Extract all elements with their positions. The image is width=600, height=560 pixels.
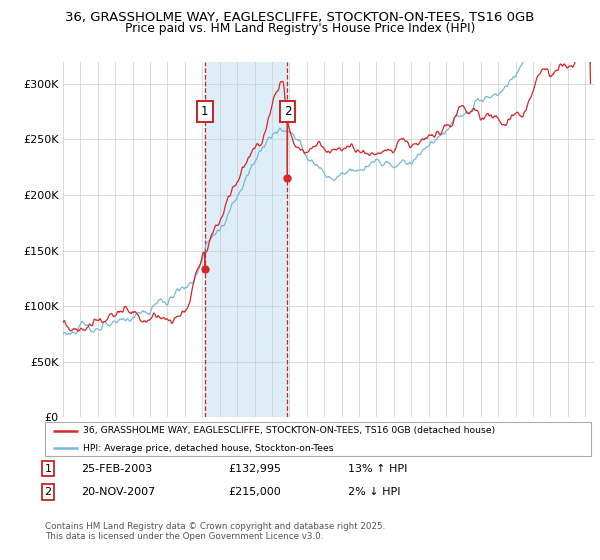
Text: 13% ↑ HPI: 13% ↑ HPI (348, 464, 407, 474)
Text: 36, GRASSHOLME WAY, EAGLESCLIFFE, STOCKTON-ON-TEES, TS16 0GB: 36, GRASSHOLME WAY, EAGLESCLIFFE, STOCKT… (65, 11, 535, 24)
Text: £215,000: £215,000 (228, 487, 281, 497)
Text: HPI: Average price, detached house, Stockton-on-Tees: HPI: Average price, detached house, Stoc… (83, 444, 334, 452)
Text: £132,995: £132,995 (228, 464, 281, 474)
Text: 36, GRASSHOLME WAY, EAGLESCLIFFE, STOCKTON-ON-TEES, TS16 0GB (detached house): 36, GRASSHOLME WAY, EAGLESCLIFFE, STOCKT… (83, 426, 496, 435)
Text: 2: 2 (284, 105, 291, 118)
Text: 2% ↓ HPI: 2% ↓ HPI (348, 487, 401, 497)
Text: 2: 2 (44, 487, 52, 497)
Text: 1: 1 (44, 464, 52, 474)
Text: Price paid vs. HM Land Registry's House Price Index (HPI): Price paid vs. HM Land Registry's House … (125, 22, 475, 35)
Text: 25-FEB-2003: 25-FEB-2003 (81, 464, 152, 474)
Text: 1: 1 (201, 105, 208, 118)
Text: 20-NOV-2007: 20-NOV-2007 (81, 487, 155, 497)
Bar (205, 62, 287, 417)
Text: Contains HM Land Registry data © Crown copyright and database right 2025.
This d: Contains HM Land Registry data © Crown c… (45, 522, 385, 542)
